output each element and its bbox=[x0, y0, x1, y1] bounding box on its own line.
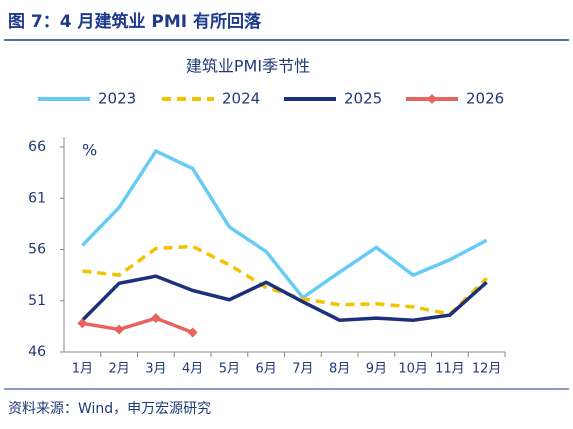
x-tick-label: 11月 bbox=[435, 362, 465, 377]
x-tick-label: 6月 bbox=[255, 362, 276, 377]
legend-marker bbox=[427, 94, 437, 104]
series-line bbox=[81, 274, 488, 322]
y-tick-label: 61 bbox=[28, 190, 46, 206]
y-tick-label: 51 bbox=[28, 293, 46, 309]
legend-label: 2024 bbox=[222, 90, 260, 108]
x-tick-label: 2月 bbox=[108, 362, 129, 377]
point-marker bbox=[150, 313, 161, 324]
x-tick-label: 4月 bbox=[182, 362, 203, 377]
x-tick-label: 7月 bbox=[292, 362, 313, 377]
chart-title: 建筑业PMI季节性 bbox=[186, 57, 310, 76]
legend-label: 2026 bbox=[466, 90, 504, 108]
point-marker bbox=[187, 327, 198, 338]
series-line bbox=[81, 148, 488, 301]
x-tick-label: 1月 bbox=[72, 362, 93, 377]
y-tick-label: 46 bbox=[28, 344, 46, 360]
x-tick-label: 12月 bbox=[472, 362, 502, 377]
y-unit: % bbox=[82, 141, 97, 160]
point-marker bbox=[77, 318, 88, 329]
point-marker bbox=[114, 324, 125, 335]
x-tick-label: 9月 bbox=[366, 362, 387, 377]
source: 资料来源：Wind，申万宏源研究 bbox=[8, 401, 211, 417]
y-tick-label: 56 bbox=[28, 242, 46, 258]
x-tick-label: 5月 bbox=[219, 362, 240, 377]
y-tick-label: 66 bbox=[28, 139, 46, 155]
legend-label: 2023 bbox=[98, 90, 136, 108]
series-line bbox=[82, 316, 194, 335]
x-tick-label: 3月 bbox=[145, 362, 166, 377]
figure-title: 图 7：4 月建筑业 PMI 有所回落 bbox=[8, 11, 262, 32]
legend-label: 2025 bbox=[344, 90, 382, 108]
x-tick-label: 8月 bbox=[329, 362, 350, 377]
x-tick-label: 10月 bbox=[398, 362, 428, 377]
